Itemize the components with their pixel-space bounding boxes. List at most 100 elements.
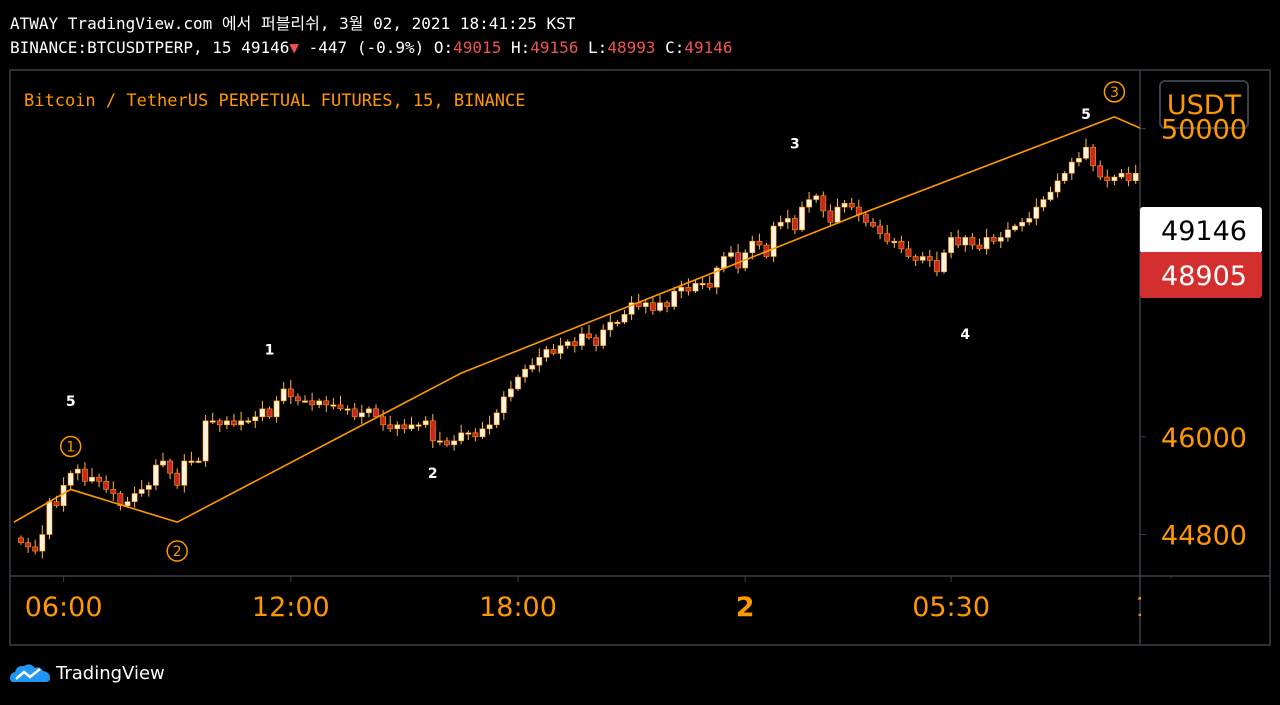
candle-body xyxy=(415,424,422,427)
candle-body xyxy=(25,542,31,548)
candle-body xyxy=(962,237,969,246)
wave-label-circle xyxy=(1103,81,1126,103)
low-label: L: xyxy=(588,38,608,57)
x-tick-label: 12:00 xyxy=(252,592,330,623)
candle-body xyxy=(1090,146,1096,167)
currency-badge xyxy=(1159,80,1249,129)
wave-label: 2 xyxy=(173,544,182,560)
candle-body xyxy=(287,388,294,398)
candle-body xyxy=(1054,180,1061,193)
candle-body xyxy=(976,244,983,250)
candle-body xyxy=(145,485,152,490)
candle-body xyxy=(649,302,656,311)
candle-body xyxy=(706,283,713,288)
candle-body xyxy=(18,537,24,544)
candle-body xyxy=(1147,181,1152,200)
price-badge xyxy=(1140,252,1262,298)
candle-body xyxy=(713,267,720,288)
candle-body xyxy=(429,420,436,442)
candle-body xyxy=(770,225,777,257)
candle-body xyxy=(522,368,528,378)
candle-body xyxy=(884,233,891,242)
candle-body xyxy=(607,321,614,331)
candle-body xyxy=(479,428,486,438)
candle-body xyxy=(110,489,117,494)
candles-group xyxy=(18,138,1159,559)
price-badge xyxy=(1140,207,1262,253)
elliott-wave-line xyxy=(13,115,1140,524)
candle-body xyxy=(458,432,465,442)
candle-body xyxy=(657,302,663,311)
candle-body xyxy=(209,420,216,423)
candle-body xyxy=(231,420,237,426)
candle-body xyxy=(529,364,536,370)
candle-body xyxy=(266,408,273,418)
candle-body xyxy=(387,424,394,430)
candle-body xyxy=(990,237,997,242)
candle-body xyxy=(167,460,173,474)
candle-body xyxy=(799,206,805,231)
candle-body xyxy=(550,349,557,354)
y-tick-label: 44800 xyxy=(1161,521,1247,552)
price-badge-label: 49146 xyxy=(1161,216,1247,247)
candle-body xyxy=(131,493,138,502)
candle-body xyxy=(848,203,855,208)
wave-line-group xyxy=(13,115,1140,524)
candle-body xyxy=(373,408,379,418)
candle-body xyxy=(685,286,692,292)
candle-body xyxy=(791,218,798,231)
candle-body xyxy=(188,460,195,463)
candle-body xyxy=(1019,221,1025,227)
candle-body xyxy=(401,424,408,430)
candle-body xyxy=(756,240,763,246)
candle-body xyxy=(1154,200,1159,208)
candle-body xyxy=(337,404,344,410)
candle-body xyxy=(245,420,252,423)
wave-label-circle xyxy=(59,435,82,458)
candle-body xyxy=(784,218,791,223)
candle-body xyxy=(224,420,230,426)
candle-body xyxy=(983,237,990,250)
candle-body xyxy=(103,480,110,490)
y-tick-label: 46000 xyxy=(1161,423,1247,454)
wave-label: 4 xyxy=(960,327,970,343)
x-tick-label: 18:00 xyxy=(479,592,557,623)
candle-body xyxy=(358,412,365,418)
candle-body xyxy=(1118,172,1125,178)
currency-badge-text: USDT xyxy=(1167,90,1242,121)
tradingview-logo-icon xyxy=(10,664,50,682)
candle-body xyxy=(160,460,166,466)
chart-title-text: Bitcoin / TetherUS PERPETUAL FUTURES, 15… xyxy=(24,91,526,111)
candle-body xyxy=(124,501,131,507)
y-tick-label: 50000 xyxy=(1161,115,1247,146)
candle-body xyxy=(969,237,976,246)
wave-label: 1 xyxy=(66,439,75,455)
x-tick-label: 2 xyxy=(736,592,755,623)
candle-body xyxy=(174,472,181,486)
candle-body xyxy=(692,283,699,292)
candle-body xyxy=(493,412,500,426)
candle-body xyxy=(1026,218,1033,223)
chart-frame xyxy=(9,69,1271,646)
candle-body xyxy=(820,195,827,212)
x-tick-label: 05:30 xyxy=(912,592,990,623)
candle-body xyxy=(344,408,351,411)
candle-body xyxy=(394,424,401,430)
candle-body xyxy=(138,489,145,494)
footer-brand[interactable]: TradingView xyxy=(10,662,165,684)
candle-body xyxy=(926,256,933,261)
wave-label-circle xyxy=(166,540,188,562)
candle-body xyxy=(905,248,912,257)
candle-body xyxy=(1068,161,1075,174)
candle-body xyxy=(642,302,649,307)
open-value: 49015 xyxy=(453,38,502,57)
candle-body xyxy=(699,283,706,286)
wave-label: 5 xyxy=(66,394,76,410)
candle-body xyxy=(1047,191,1054,200)
candle-body xyxy=(955,237,962,246)
candle-body xyxy=(919,256,926,261)
wave-label: 2 xyxy=(428,466,438,482)
candle-body xyxy=(891,240,898,244)
candle-body xyxy=(259,408,266,418)
